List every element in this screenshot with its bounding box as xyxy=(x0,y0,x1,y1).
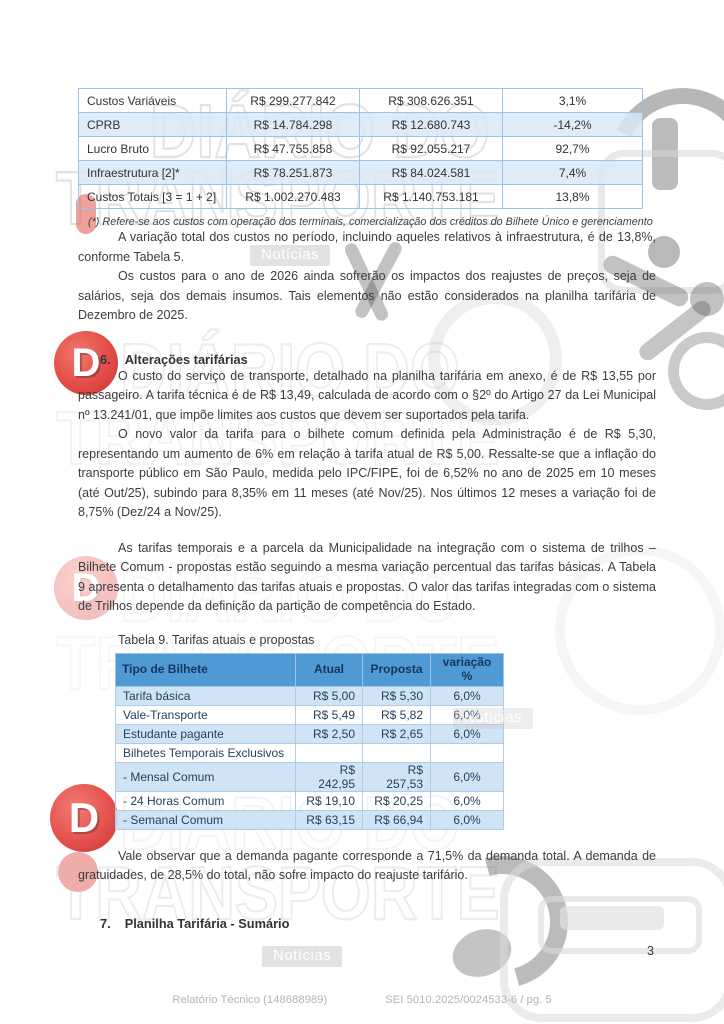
table-row: Lucro Bruto R$ 47.755.858 R$ 92.055.217 … xyxy=(78,136,643,161)
ticket-proposed: R$ 20,25 xyxy=(362,790,431,811)
table9-caption: Tabela 9. Tarifas atuais e propostas xyxy=(118,632,315,647)
col-header-current: Atual xyxy=(295,652,363,687)
ticket-current: R$ 19,10 xyxy=(295,790,363,811)
ticket-variation: 6,0% xyxy=(430,809,504,830)
cost-value-1: R$ 78.251.873 xyxy=(226,160,360,185)
section-title: Planilha Tarifária - Sumário xyxy=(124,915,290,931)
paragraph: As tarifas temporais e a parcela da Muni… xyxy=(78,540,656,614)
ticket-proposed: R$ 5,82 xyxy=(362,704,431,725)
ticket-type: - Semanal Comum xyxy=(115,809,296,830)
section-number: 6. xyxy=(100,351,111,367)
costs-table: Custos Variáveis R$ 299.277.842 R$ 308.6… xyxy=(78,88,643,209)
ticket-current xyxy=(295,742,363,763)
ticket-type: Bilhetes Temporais Exclusivos xyxy=(115,742,296,763)
table-row: Custos Totais [3 = 1 + 2] R$ 1.002.270.4… xyxy=(78,184,643,209)
cost-label: Custos Totais [3 = 1 + 2] xyxy=(78,184,227,209)
cost-variation: 13,8% xyxy=(502,184,643,209)
table-row: Vale-Transporte R$ 5,49 R$ 5,82 6,0% xyxy=(115,704,504,725)
page-footer: Relatório Técnico (148688989) SEI 5010.2… xyxy=(0,994,724,1006)
table-row: Tarifa básica R$ 5,00 R$ 5,30 6,0% xyxy=(115,685,504,706)
ticket-current: R$ 5,49 xyxy=(295,704,363,725)
paragraph: O custo do serviço de transporte, detalh… xyxy=(78,368,656,422)
cost-value-2: R$ 84.024.581 xyxy=(359,160,503,185)
cost-value-2: R$ 308.626.351 xyxy=(359,88,503,113)
ticket-variation: 6,0% xyxy=(430,685,504,706)
ticket-proposed xyxy=(362,742,431,763)
ticket-variation: 6,0% xyxy=(430,790,504,811)
section-number: 7. xyxy=(100,915,111,931)
document-content: Custos Variáveis R$ 299.277.842 R$ 308.6… xyxy=(78,88,656,931)
cost-label: CPRB xyxy=(78,112,227,137)
paragraph: Vale observar que a demanda pagante corr… xyxy=(78,848,656,883)
cost-label: Lucro Bruto xyxy=(78,136,227,161)
cost-value-2: R$ 92.055.217 xyxy=(359,136,503,161)
cost-variation: 92,7% xyxy=(502,136,643,161)
footer-document-ref: Relatório Técnico (148688989) xyxy=(172,994,328,1006)
table-header-row: Tipo de Bilhete Atual Proposta variação … xyxy=(115,652,504,687)
table-row: Custos Variáveis R$ 299.277.842 R$ 308.6… xyxy=(78,88,643,113)
section-title: Alterações tarifárias xyxy=(124,351,248,367)
col-header-type: Tipo de Bilhete xyxy=(115,652,296,687)
ticket-type: Estudante pagante xyxy=(115,723,296,744)
cost-variation: 7,4% xyxy=(502,160,643,185)
tariff-table: Tipo de Bilhete Atual Proposta variação … xyxy=(115,652,504,830)
ticket-current: R$ 5,00 xyxy=(295,685,363,706)
cost-value-2: R$ 12.680.743 xyxy=(359,112,503,137)
cost-variation: -14,2% xyxy=(502,112,643,137)
section-heading-6: 6. Alterações tarifárias xyxy=(100,352,656,367)
noticias-badge: Notícias xyxy=(262,946,343,967)
ticket-proposed: R$ 5,30 xyxy=(362,685,431,706)
cost-value-1: R$ 14.784.298 xyxy=(226,112,360,137)
table-row: Infraestrutura [2]* R$ 78.251.873 R$ 84.… xyxy=(78,160,643,185)
table-row: - Semanal Comum R$ 63,15 R$ 66,94 6,0% xyxy=(115,809,504,830)
footer-sei-ref: SEI 5010.2025/0024533-6 / pg. 5 xyxy=(385,994,552,1006)
ticket-variation xyxy=(430,742,504,763)
watermark-swoosh-icon xyxy=(445,921,519,985)
table-row: CPRB R$ 14.784.298 R$ 12.680.743 -14,2% xyxy=(78,112,643,137)
paragraph: O novo valor da tarifa para o bilhete co… xyxy=(78,427,656,519)
ticket-variation: 6,0% xyxy=(430,704,504,725)
ticket-type: Tarifa básica xyxy=(115,685,296,706)
section-heading-7: 7. Planilha Tarifária - Sumário xyxy=(100,916,656,931)
table-row: Bilhetes Temporais Exclusivos xyxy=(115,742,504,763)
ticket-proposed: R$ 66,94 xyxy=(362,809,431,830)
page-number: 3 xyxy=(647,944,654,958)
cost-value-1: R$ 1.002.270.483 xyxy=(226,184,360,209)
ticket-variation: 6,0% xyxy=(430,761,504,792)
ticket-proposed: R$ 257,53 xyxy=(362,761,431,792)
ticket-current: R$ 63,15 xyxy=(295,809,363,830)
cost-label: Infraestrutura [2]* xyxy=(78,160,227,185)
ticket-variation: 6,0% xyxy=(430,723,504,744)
table-row: Estudante pagante R$ 2,50 R$ 2,65 6,0% xyxy=(115,723,504,744)
cost-value-2: R$ 1.140.753.181 xyxy=(359,184,503,209)
ticket-proposed: R$ 2,65 xyxy=(362,723,431,744)
table-row: - 24 Horas Comum R$ 19,10 R$ 20,25 6,0% xyxy=(115,790,504,811)
col-header-proposed: Proposta xyxy=(362,652,431,687)
ticket-type: - Mensal Comum xyxy=(115,761,296,792)
cost-value-1: R$ 299.277.842 xyxy=(226,88,360,113)
cost-variation: 3,1% xyxy=(502,88,643,113)
cost-label: Custos Variáveis xyxy=(78,88,227,113)
cost-value-1: R$ 47.755.858 xyxy=(226,136,360,161)
paragraph: A variação total dos custos no período, … xyxy=(78,230,656,264)
ticket-current: R$ 2,50 xyxy=(295,723,363,744)
col-header-variation: variação % xyxy=(430,652,504,687)
paragraph: Os custos para o ano de 2026 ainda sofre… xyxy=(78,269,656,322)
ticket-type: - 24 Horas Comum xyxy=(115,790,296,811)
ticket-current: R$ 242,95 xyxy=(295,761,363,792)
table-row: - Mensal Comum R$ 242,95 R$ 257,53 6,0% xyxy=(115,761,504,792)
ticket-type: Vale-Transporte xyxy=(115,704,296,725)
table-footnote: (*) Refere-se aos custos com operação do… xyxy=(88,216,653,228)
